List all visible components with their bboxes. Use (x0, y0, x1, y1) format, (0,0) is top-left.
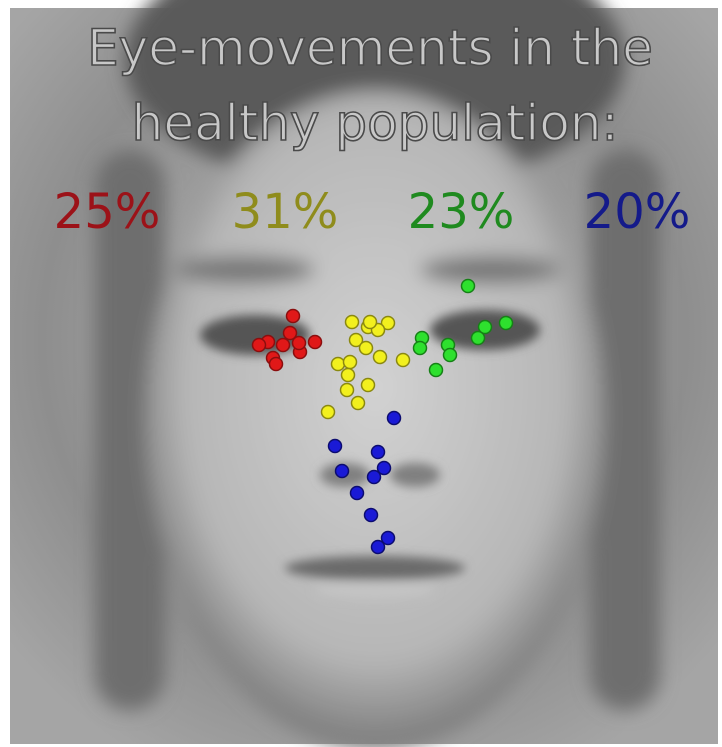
fixation-dot (344, 356, 357, 369)
page: Eye-movements in the healthy population:… (0, 0, 722, 747)
percentage: 23% (408, 184, 515, 240)
fixation-dot (430, 364, 443, 377)
fixation-dot (351, 487, 364, 500)
fixation-dot (360, 342, 373, 355)
fixation-dot (372, 446, 385, 459)
fixation-dot (472, 332, 485, 345)
title-line: Eye-movements in the (87, 19, 653, 77)
fixation-dot (462, 280, 475, 293)
percentage: 25% (54, 184, 161, 240)
fixation-dot (346, 316, 359, 329)
percentage: 31% (232, 184, 339, 240)
fixation-dot (329, 440, 342, 453)
fixation-dot (444, 349, 457, 362)
fixation-dot (500, 317, 513, 330)
fixation-dot (270, 358, 283, 371)
fixation-dot (336, 465, 349, 478)
fixation-dot (309, 336, 322, 349)
percentage: 20% (584, 184, 691, 240)
fixation-dot (352, 397, 365, 410)
fixation-dot (293, 337, 306, 350)
image: Eye-movements in the healthy population:… (0, 0, 722, 747)
fixation-dot (397, 354, 410, 367)
fixation-dot (287, 310, 300, 323)
fixation-dot (388, 412, 401, 425)
fixation-dot (277, 339, 290, 352)
fixation-dot (253, 339, 266, 352)
fixation-dot (332, 358, 345, 371)
fixation-dot (342, 369, 355, 382)
title-line: healthy population: (132, 94, 619, 152)
fixation-dot (368, 471, 381, 484)
fixation-dot (364, 316, 377, 329)
fixation-dot (322, 406, 335, 419)
fixation-dot (362, 379, 375, 392)
fixation-dot (414, 342, 427, 355)
fixation-dot (341, 384, 354, 397)
fixation-dot (374, 351, 387, 364)
fixation-dot (365, 509, 378, 522)
fixation-dot (372, 541, 385, 554)
